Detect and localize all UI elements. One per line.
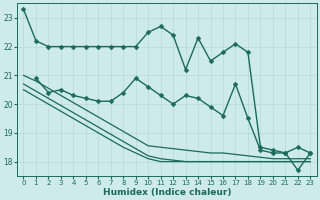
- X-axis label: Humidex (Indice chaleur): Humidex (Indice chaleur): [103, 188, 231, 197]
